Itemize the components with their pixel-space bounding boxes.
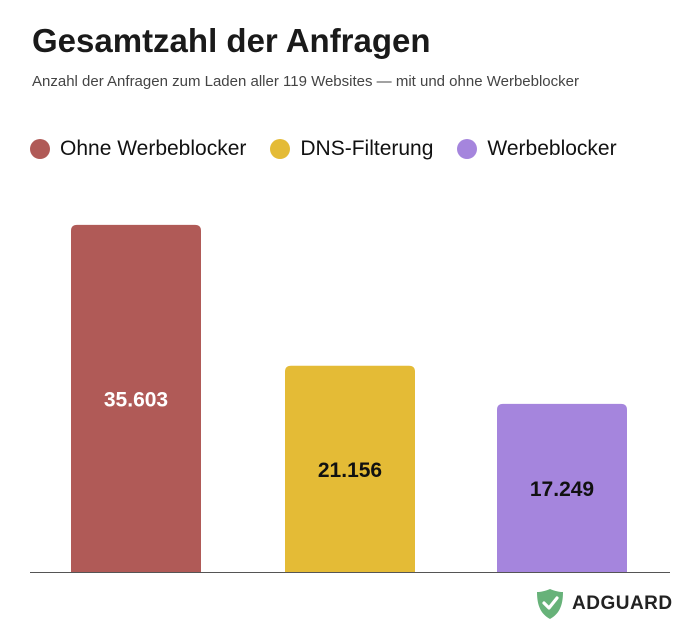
legend: Ohne Werbeblocker DNS-Filterung Werbeblo… bbox=[30, 137, 641, 161]
chart-subtitle: Anzahl der Anfragen zum Laden aller 119 … bbox=[32, 73, 579, 90]
legend-label: Werbeblocker bbox=[487, 137, 617, 160]
bar-1 bbox=[285, 365, 415, 572]
brand-name: ADGUARD bbox=[572, 593, 673, 614]
legend-item-werbeblocker: Werbeblocker bbox=[457, 137, 617, 161]
legend-swatch bbox=[270, 139, 291, 159]
legend-label: DNS-Filterung bbox=[300, 137, 434, 160]
legend-label: Ohne Werbeblocker bbox=[60, 137, 247, 160]
data-label-1: 21.156 bbox=[318, 459, 382, 482]
legend-item-ohne-werbeblocker: Ohne Werbeblocker bbox=[30, 137, 246, 161]
legend-swatch bbox=[30, 139, 50, 159]
bar-0 bbox=[71, 224, 201, 573]
adguard-logo: ADGUARD bbox=[536, 588, 673, 620]
data-label-0: 35.603 bbox=[104, 388, 168, 411]
shield-check-icon bbox=[537, 589, 563, 619]
data-label-2: 17.249 bbox=[530, 478, 594, 501]
chart-title: Gesamtzahl der Anfragen bbox=[32, 22, 431, 59]
legend-item-dns-filterung: DNS-Filterung bbox=[270, 137, 433, 161]
legend-swatch bbox=[457, 139, 478, 159]
bar-2 bbox=[497, 403, 627, 572]
